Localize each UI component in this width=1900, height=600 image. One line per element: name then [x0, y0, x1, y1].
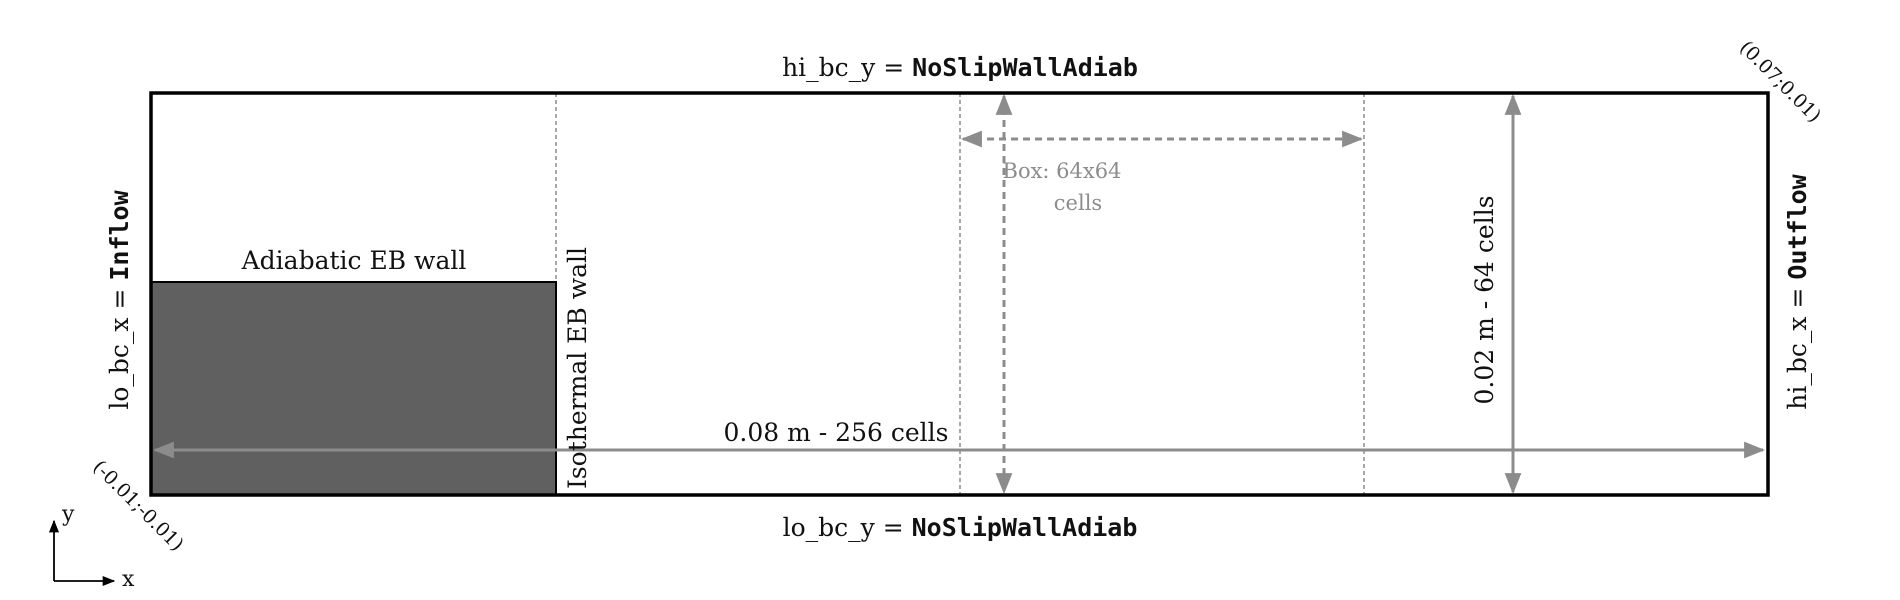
right-bc-label: hi_bc_x = Outflow — [1783, 173, 1812, 409]
axes-indicator: y x — [48, 502, 135, 592]
domain-height-label: 0.02 m - 64 cells — [1470, 195, 1499, 404]
box-label-line2: cells — [1054, 191, 1102, 215]
isothermal-wall-label: Isothermal EB wall — [563, 247, 592, 489]
left-bc-label: lo_bc_x = Inflow — [105, 189, 134, 409]
bottom-bc-label: lo_bc_y = NoSlipWallAdiab — [783, 513, 1138, 542]
domain-length-label: 0.08 m - 256 cells — [724, 418, 949, 447]
x-axis-label: x — [122, 567, 135, 592]
adiabatic-wall-label: Adiabatic EB wall — [241, 246, 467, 275]
adiabatic-eb-block — [150, 281, 557, 496]
upper-right-corner-label: (0.07;0.01) — [1735, 37, 1825, 127]
domain-border — [149, 91, 1770, 497]
top-bc-label: hi_bc_y = NoSlipWallAdiab — [782, 53, 1138, 82]
box-label-line1: Box: 64x64 — [1003, 159, 1122, 183]
y-axis-label: y — [61, 502, 75, 527]
